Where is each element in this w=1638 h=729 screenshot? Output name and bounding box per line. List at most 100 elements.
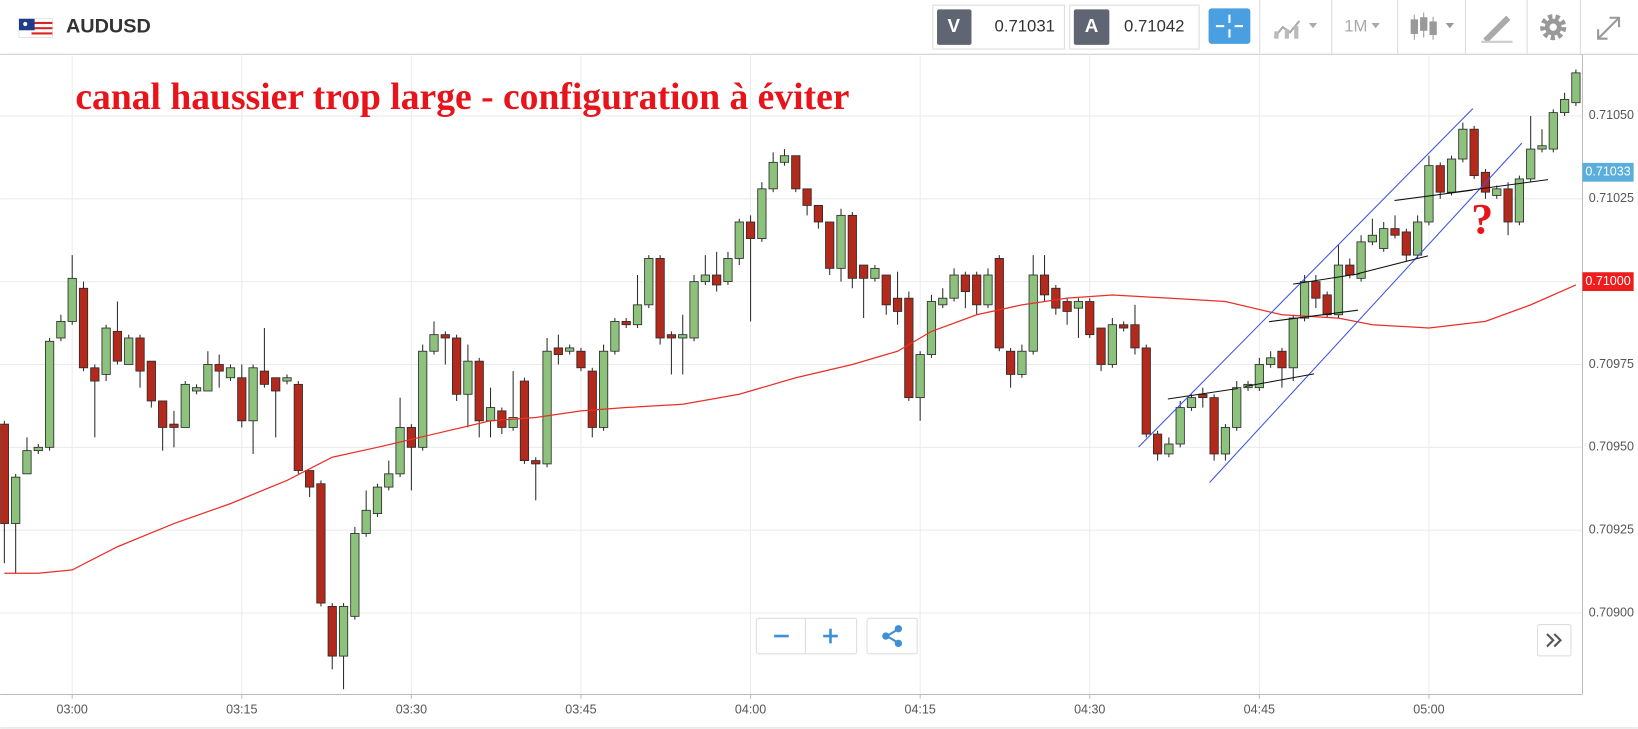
zoom-group	[755, 617, 858, 655]
candle-body	[169, 423, 179, 428]
candle-body	[1469, 128, 1479, 177]
candle-body	[1107, 324, 1117, 365]
price-marker	[1582, 162, 1634, 182]
settings-button[interactable]	[1540, 14, 1567, 41]
candle-body	[881, 274, 891, 306]
candle-body	[1288, 317, 1298, 369]
candle-body	[791, 155, 801, 190]
candle-body	[67, 277, 77, 322]
candle-body	[90, 367, 100, 382]
candle-body	[1073, 301, 1084, 309]
candle-body	[474, 360, 484, 422]
candle-body	[949, 274, 959, 299]
price-marker-label: 0.71033	[1585, 165, 1630, 179]
candles-button[interactable]	[1410, 12, 1455, 40]
zoom-in-button[interactable]	[823, 628, 838, 644]
candle-body	[1152, 433, 1163, 455]
candle-body	[1514, 178, 1524, 223]
bid-price: 0.71031	[995, 17, 1055, 36]
candle-body	[779, 155, 790, 163]
candle-body	[1560, 98, 1570, 114]
candle-body	[1164, 443, 1174, 455]
fullscreen-button[interactable]	[1597, 16, 1621, 40]
draw-button[interactable]	[1481, 15, 1513, 43]
candle-body	[293, 383, 303, 471]
candle-body	[101, 327, 111, 375]
candle-body	[395, 427, 405, 475]
scroll-right-button[interactable]	[1537, 624, 1572, 657]
x-tick-label: 04:45	[1244, 703, 1275, 717]
plot-area	[0, 69, 1581, 690]
candle-body	[33, 446, 43, 452]
candle-body	[508, 417, 518, 428]
candle-body	[406, 427, 416, 448]
candle-body	[712, 274, 722, 286]
candle-body	[825, 221, 835, 269]
candle-body	[926, 301, 937, 355]
candle-body	[768, 161, 778, 190]
candle-body	[0, 423, 9, 524]
candle-body	[282, 377, 292, 382]
timeframe-caret	[1371, 22, 1380, 29]
chart-type-button[interactable]	[1273, 20, 1318, 39]
candle-body	[1085, 301, 1095, 336]
candle-body	[11, 476, 21, 524]
ask-label: A	[1085, 15, 1099, 36]
candle-body	[338, 605, 349, 657]
x-tick-label: 03:45	[565, 703, 596, 717]
candle-body	[44, 340, 55, 448]
ask-label-box	[1073, 9, 1110, 45]
candle-body	[452, 337, 462, 395]
candle-body	[1096, 327, 1106, 365]
timeframe[interactable]: 1M	[1344, 17, 1367, 36]
candle-body	[1051, 287, 1061, 309]
candle-body	[553, 347, 563, 355]
candle-body	[440, 334, 450, 339]
price-marker-label: 0.71000	[1585, 274, 1630, 288]
x-tick-label: 05:00	[1413, 703, 1444, 717]
candle-body	[1379, 228, 1389, 249]
candle-body	[689, 281, 699, 339]
candle-body	[1356, 241, 1366, 279]
candle-body	[225, 367, 236, 379]
candle-body	[112, 330, 123, 362]
share-button[interactable]	[866, 617, 918, 655]
symbol[interactable]: AUDUSD	[66, 15, 151, 37]
candle-body	[1006, 350, 1016, 375]
candle-body	[678, 334, 688, 339]
candle-body	[1266, 357, 1276, 365]
candle-body	[372, 486, 383, 515]
candle-body	[847, 214, 857, 279]
candle-body	[1198, 393, 1208, 399]
candle-body	[644, 258, 654, 306]
candle-body	[542, 350, 552, 465]
candle-body	[587, 370, 597, 428]
candle-body	[1062, 301, 1072, 312]
candle-body	[1424, 165, 1434, 223]
candle-body	[666, 334, 677, 339]
candle-body	[384, 473, 394, 488]
candle-body	[938, 297, 948, 306]
candle-body	[598, 350, 609, 428]
candle-body	[429, 334, 439, 352]
candle-body	[237, 377, 247, 422]
candle-body	[1322, 294, 1332, 316]
candle-body	[1299, 281, 1310, 319]
candle-body	[1413, 221, 1423, 256]
flag-icon	[18, 18, 53, 38]
candle-body	[745, 221, 756, 239]
x-tick-label: 04:15	[904, 703, 935, 717]
crosshair-button[interactable]	[1208, 8, 1251, 44]
candle-body	[1028, 274, 1038, 352]
candle-body	[135, 337, 145, 372]
candle-body	[904, 297, 914, 399]
candle-body	[271, 377, 281, 392]
y-tick-label: 0.70900	[1589, 605, 1634, 619]
candle-body	[1141, 347, 1151, 435]
candle-body	[158, 400, 168, 428]
candle-body	[960, 274, 970, 292]
y-tick-label: 0.70925	[1589, 522, 1634, 536]
candle-body	[1345, 264, 1355, 276]
